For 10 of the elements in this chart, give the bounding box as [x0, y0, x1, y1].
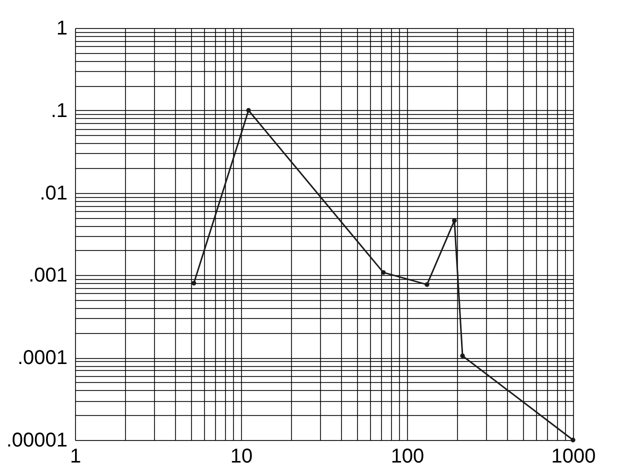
y-tick-label: .00001 — [6, 430, 68, 452]
y-tick-label: .001 — [28, 264, 68, 287]
x-tick-label: 10 — [230, 446, 253, 463]
y-tick-label: .01 — [40, 182, 68, 204]
x-tick-label: 100 — [390, 446, 424, 463]
x-tick-label: 1 — [70, 446, 82, 463]
y-tick-label: .1 — [50, 100, 68, 122]
y-tick-label: 1 — [56, 18, 68, 40]
x-tick-label: 1000 — [551, 446, 596, 463]
y-tick-label: .0001 — [17, 347, 68, 370]
